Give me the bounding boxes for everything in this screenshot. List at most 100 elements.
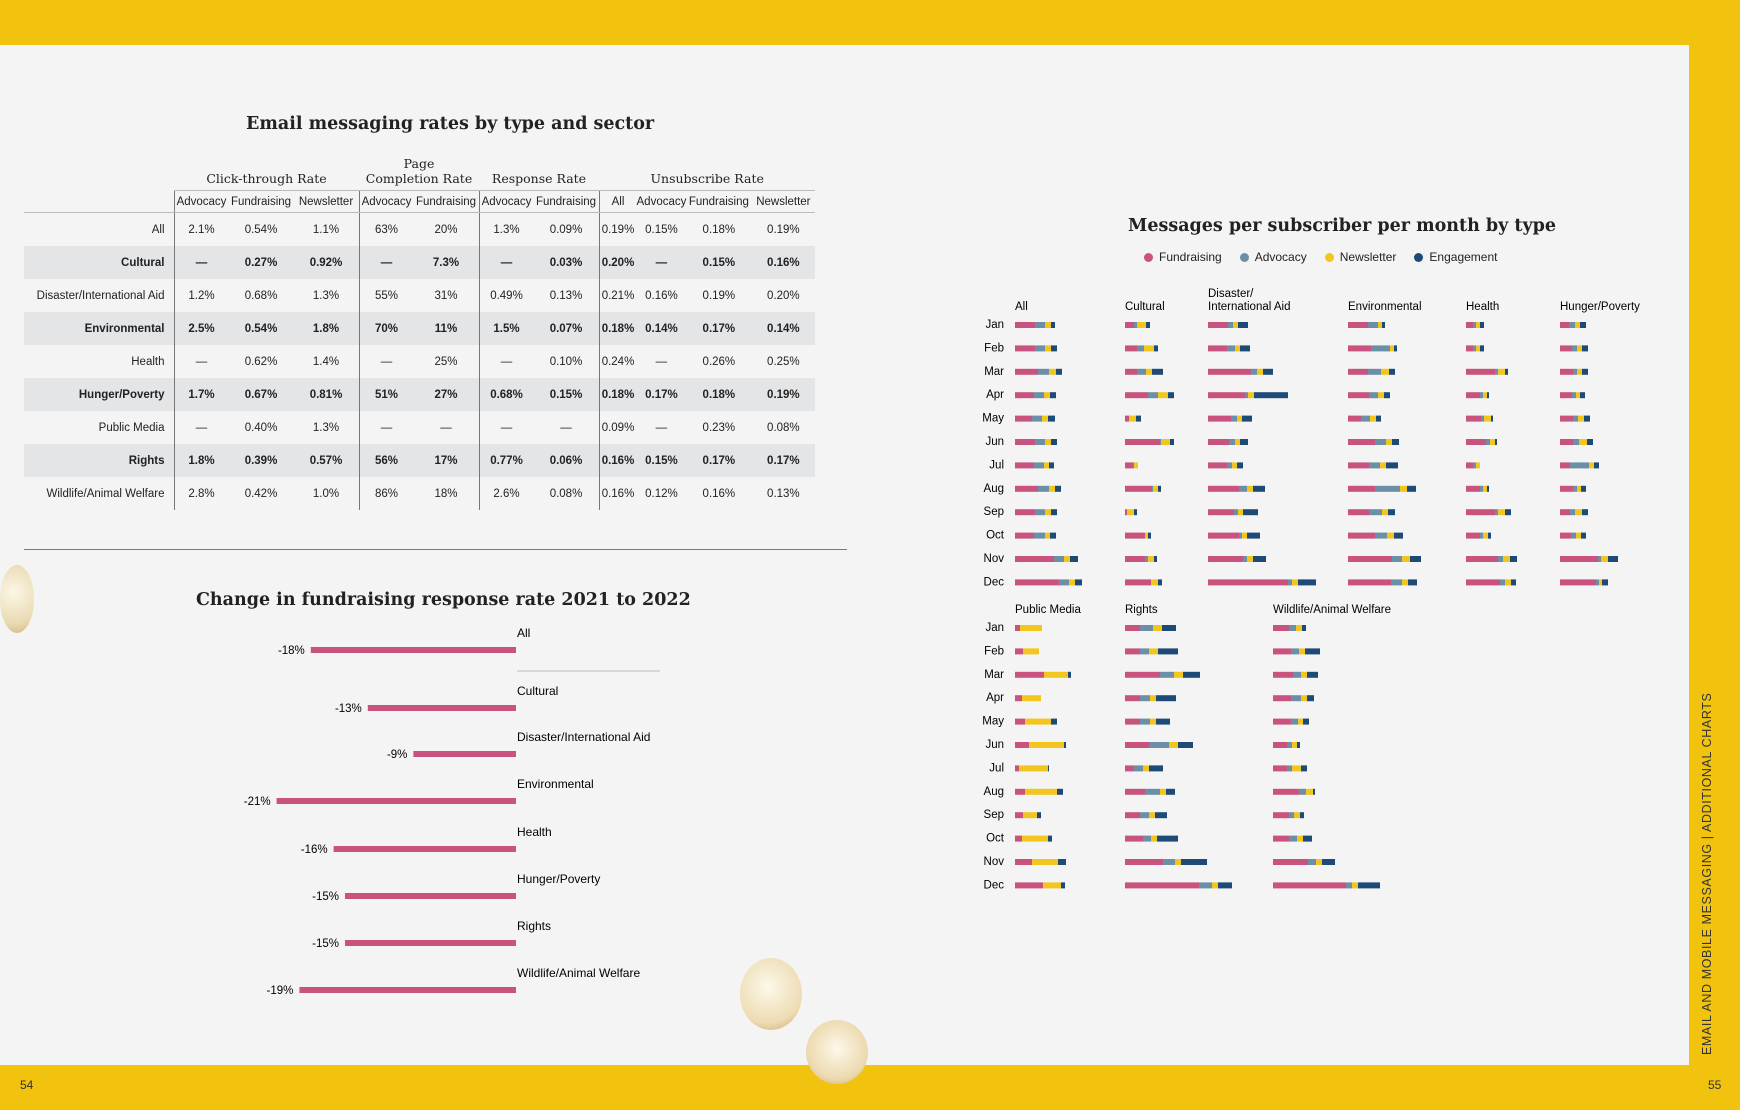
stacked-segment: [1133, 462, 1134, 469]
change-bar: [276, 798, 516, 804]
column-header: Advocacy: [358, 190, 414, 213]
stacked-segment: [1348, 345, 1371, 352]
stacked-segment: [1150, 718, 1156, 725]
stacked-segment: [1348, 579, 1391, 586]
stacked-segment: [1243, 509, 1258, 516]
column-header: Newsletter: [751, 190, 816, 213]
email-rates-table: Click-through Rate Page Completion Rate Re…: [24, 148, 816, 510]
stacked-segment: [1125, 648, 1140, 655]
stacked-segment: [1029, 742, 1064, 748]
stacked-segment: [1599, 579, 1602, 586]
stacked-segment: [1069, 579, 1075, 586]
panel-title: Cultural: [1125, 301, 1165, 313]
stacked-segment: [1035, 509, 1045, 516]
month-label: Jun: [985, 436, 1004, 448]
change-bar: [367, 705, 516, 711]
row-label: Wildlife/Animal Welfare: [46, 487, 165, 500]
change-category-label: Cultural: [517, 684, 558, 698]
stacked-segment: [1049, 485, 1055, 492]
table-cell: 0.68%: [244, 289, 278, 302]
table-cell: —: [655, 355, 668, 368]
stacked-segment: [1313, 788, 1315, 795]
stacked-segment: [1125, 812, 1140, 819]
stacked-segment: [1348, 556, 1392, 562]
table-cell: 56%: [358, 444, 414, 477]
stacked-segment: [1388, 509, 1395, 516]
stacked-segment: [1125, 532, 1145, 539]
stacked-segment: [1273, 812, 1289, 819]
stacked-segment: [1019, 765, 1048, 772]
table-cell: 0.12%: [645, 487, 678, 500]
stacked-segment: [1582, 368, 1588, 375]
stacked-segment: [1048, 765, 1049, 772]
stacked-segment: [1466, 532, 1480, 539]
stacked-segment: [1015, 462, 1034, 469]
stacked-segment: [1560, 322, 1569, 328]
stacked-segment: [1292, 765, 1301, 772]
table-cell: 0.49%: [478, 279, 534, 312]
stacked-segment: [1370, 415, 1376, 422]
stacked-segment: [1297, 742, 1300, 748]
stacked-segment: [1043, 882, 1061, 889]
table-cell: —: [173, 246, 229, 279]
stacked-segment: [1394, 532, 1403, 539]
popcorn-image-bottom-2: [806, 1020, 868, 1084]
stacked-segment: [1169, 742, 1178, 748]
stacked-segment: [1015, 788, 1025, 795]
table-cell: 0.77%: [478, 444, 534, 477]
stacked-segment: [1239, 532, 1242, 539]
stacked-segment: [1015, 671, 1044, 678]
stacked-segment: [1582, 345, 1588, 352]
table-cell: 18%: [434, 487, 458, 500]
change-category-label: Rights: [517, 919, 551, 933]
stacked-segment: [1253, 485, 1265, 492]
section-divider: [24, 549, 847, 550]
stacked-segment: [1059, 579, 1069, 586]
stacked-segment: [1596, 579, 1599, 586]
stacked-segment: [1378, 322, 1382, 328]
table-cell: 0.09%: [598, 411, 637, 444]
stacked-segment: [1125, 579, 1151, 586]
stacked-segment: [1068, 671, 1071, 678]
legend-dot: [1414, 252, 1424, 262]
popcorn-image-left: [0, 565, 34, 633]
table-cell: 25%: [434, 355, 458, 368]
stacked-segment: [1273, 625, 1289, 631]
stacked-segment: [1375, 485, 1400, 492]
stacked-segment: [1386, 439, 1392, 445]
stacked-segment: [1015, 835, 1022, 842]
stacked-segment: [1587, 439, 1593, 445]
stacked-segment: [1015, 625, 1020, 631]
stacked-segment: [1486, 439, 1490, 445]
table-cell: 0.16%: [598, 444, 637, 477]
stacked-segment: [1050, 392, 1056, 399]
stacked-segment: [1125, 439, 1160, 445]
stacked-segment: [1273, 718, 1291, 725]
right-band: [1689, 0, 1740, 1110]
stacked-segment: [1125, 322, 1134, 328]
stacked-segment: [1369, 509, 1382, 516]
stacked-segment: [1045, 509, 1051, 516]
stacked-segment: [1575, 322, 1580, 328]
table-cell: 17%: [413, 444, 479, 477]
stacked-segment: [1572, 392, 1576, 399]
stacked-segment: [1237, 415, 1242, 422]
stacked-segment: [1150, 695, 1156, 702]
table-cell: 0.68%: [478, 378, 534, 411]
stacked-segment: [1371, 345, 1390, 352]
stacked-segment: [1245, 392, 1248, 399]
row-label: All: [151, 223, 165, 236]
stacked-segment: [1048, 415, 1055, 422]
stacked-segment: [1154, 556, 1157, 562]
table-cell: 0.23%: [702, 421, 736, 434]
table-cell: 0.08%: [767, 421, 800, 434]
stacked-segment: [1035, 345, 1045, 352]
stacked-segment: [1560, 392, 1572, 399]
stacked-segment: [1051, 509, 1057, 516]
table-cell: 0.92%: [293, 246, 359, 279]
stacked-segment: [1488, 532, 1491, 539]
table-cell: 51%: [358, 378, 414, 411]
table-cell: 0.21%: [598, 279, 637, 312]
stacked-segment: [1044, 671, 1068, 678]
right-page-number: 55: [1708, 1078, 1722, 1092]
